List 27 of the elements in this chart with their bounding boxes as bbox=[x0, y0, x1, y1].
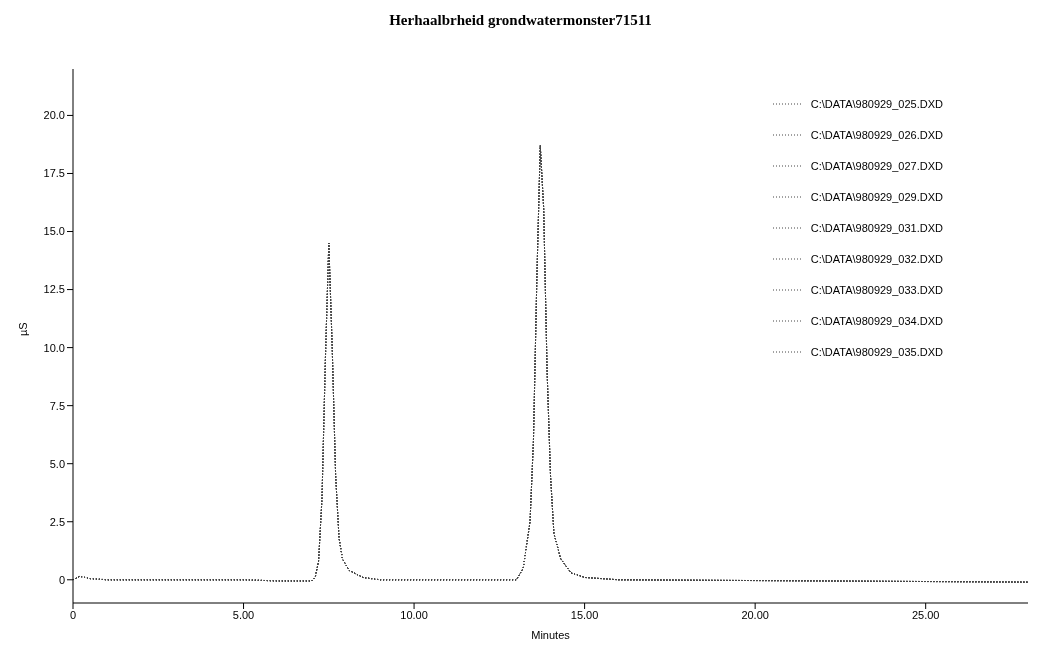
y-tick-label: 17.5 bbox=[43, 167, 65, 180]
y-axis-title: µS bbox=[16, 322, 29, 336]
x-tick-label: 15.00 bbox=[570, 608, 599, 621]
legend-label: C:\DATA\980929_027.DXD bbox=[810, 159, 943, 172]
x-tick-label: 0 bbox=[69, 608, 77, 621]
legend-label: C:\DATA\980929_025.DXD bbox=[810, 97, 943, 110]
y-tick-label: 15.0 bbox=[43, 225, 65, 238]
legend-label: C:\DATA\980929_032.DXD bbox=[810, 252, 943, 265]
legend-label: C:\DATA\980929_033.DXD bbox=[810, 283, 943, 296]
legend-label: C:\DATA\980929_029.DXD bbox=[810, 190, 943, 203]
x-axis-title: Minutes bbox=[531, 629, 571, 641]
legend-label: C:\DATA\980929_031.DXD bbox=[810, 221, 943, 234]
y-tick-label: 2.5 bbox=[49, 515, 65, 528]
y-tick-label: 10.0 bbox=[43, 341, 65, 354]
x-tick-label: 10.00 bbox=[400, 608, 428, 621]
x-tick-label: 25.00 bbox=[911, 608, 940, 621]
y-tick-label: 0 bbox=[58, 573, 65, 586]
y-tick-label: 7.5 bbox=[49, 399, 65, 412]
y-tick-label: 5.0 bbox=[49, 457, 65, 470]
legend-label: C:\DATA\980929_034.DXD bbox=[810, 314, 943, 327]
legend-label: C:\DATA\980929_035.DXD bbox=[810, 345, 943, 358]
y-tick-label: 20.0 bbox=[43, 109, 65, 122]
chart-title: Herhaalbrheid grondwatermonster71511 bbox=[388, 11, 653, 29]
x-tick-label: 20.00 bbox=[741, 608, 769, 621]
x-tick-label: 5.00 bbox=[232, 608, 255, 621]
y-tick-label: 12.5 bbox=[43, 283, 65, 296]
legend-label: C:\DATA\980929_026.DXD bbox=[810, 128, 943, 141]
